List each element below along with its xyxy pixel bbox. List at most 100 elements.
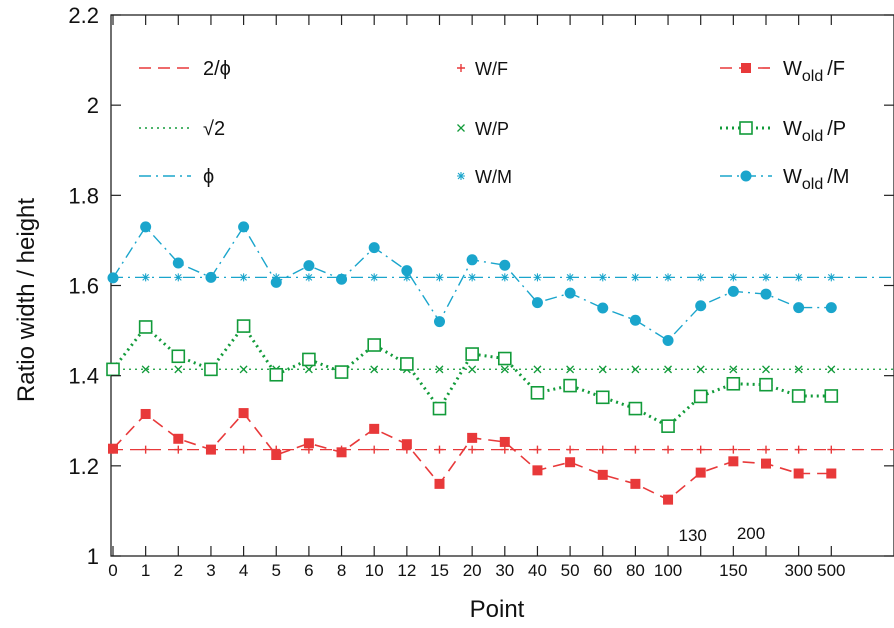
legend-label-sub: old (802, 176, 823, 193)
data-point (402, 273, 411, 282)
data-point (457, 124, 465, 132)
x-tick-label: 50 (561, 561, 580, 580)
data-point (566, 273, 575, 282)
data-point (468, 365, 477, 374)
data-point (106, 362, 120, 377)
data-point (629, 314, 641, 326)
data-point (533, 273, 542, 282)
data-point (827, 365, 836, 374)
data-point (370, 273, 379, 282)
data-point (664, 273, 673, 282)
data-point (729, 365, 738, 374)
x-tick-label: 80 (626, 561, 645, 580)
data-point (457, 172, 465, 180)
legend-label-suffix: /M (827, 166, 849, 188)
data-point (563, 378, 577, 393)
y-tick-label: 1.6 (68, 274, 99, 299)
data-point (368, 242, 380, 254)
series (108, 408, 837, 505)
x-tick-label: 60 (593, 561, 612, 580)
data-point (336, 273, 348, 285)
series-line (112, 225, 832, 342)
data-point (467, 432, 478, 443)
data-point (141, 365, 150, 374)
x-tick-label: 1 (141, 561, 150, 580)
data-point (370, 445, 379, 454)
data-point (238, 408, 249, 419)
data-point (825, 302, 837, 314)
data-point (303, 260, 315, 272)
data-point (762, 365, 770, 374)
data-point (435, 365, 444, 374)
y-tick-label: 1.8 (68, 183, 99, 208)
x-tick-label: 8 (337, 561, 346, 580)
y-tick-label: 1 (87, 544, 99, 569)
x-tick-label: 5 (272, 561, 281, 580)
series (109, 365, 836, 374)
data-point (631, 445, 640, 454)
data-point (400, 357, 414, 371)
data-point (304, 273, 313, 282)
data-point (500, 365, 509, 374)
series-line (112, 411, 832, 501)
x-tick-label: 20 (463, 561, 482, 580)
data-point (759, 377, 773, 392)
data-point (239, 445, 248, 454)
data-point (565, 457, 576, 468)
data-point (334, 365, 349, 379)
data-point (141, 445, 150, 454)
data-point (696, 273, 705, 282)
data-point (533, 445, 542, 454)
data-point (696, 365, 705, 374)
data-point (728, 456, 739, 467)
legend-label: ϕ (203, 166, 214, 188)
data-point (303, 438, 314, 449)
data-point (794, 365, 803, 374)
data-point (827, 445, 836, 454)
data-point (238, 221, 250, 233)
x-tick-label: 3 (206, 561, 215, 580)
data-point (432, 401, 447, 416)
data-point (630, 478, 641, 489)
data-point (434, 316, 445, 328)
data-point (598, 365, 607, 374)
data-point (740, 170, 752, 182)
y-tick-label: 2 (87, 93, 99, 118)
legend-label: √2 (203, 118, 225, 140)
x-tick-label: 0 (108, 561, 117, 580)
data-point (465, 347, 479, 361)
data-point (434, 478, 445, 489)
data-point (727, 285, 739, 297)
data-point (174, 445, 183, 454)
x-tick-label: 6 (304, 561, 313, 580)
x-tick-label: 30 (495, 561, 514, 580)
data-point (239, 273, 248, 282)
data-point (497, 351, 512, 366)
data-point (401, 265, 413, 277)
data-point (302, 352, 316, 367)
data-point (695, 300, 707, 312)
data-point (762, 445, 770, 454)
data-point (631, 273, 640, 282)
data-point (500, 273, 509, 282)
x-tick-label: 12 (397, 561, 416, 580)
data-point (729, 445, 738, 454)
data-point (794, 273, 803, 282)
data-point (108, 443, 118, 454)
legend-label-sub: old (802, 128, 823, 145)
data-point (664, 445, 673, 454)
data-point (793, 302, 805, 314)
data-point (107, 272, 119, 284)
legend-label: W/F (475, 59, 508, 79)
legend-label-suffix: /F (827, 58, 845, 80)
data-point (304, 365, 313, 374)
data-point (566, 445, 575, 454)
data-point (564, 287, 576, 299)
data-point (760, 288, 772, 300)
data-point (271, 450, 282, 461)
data-point (370, 365, 379, 374)
y-tick-label: 2.2 (68, 3, 99, 28)
data-point (468, 445, 477, 454)
data-point (239, 365, 248, 374)
